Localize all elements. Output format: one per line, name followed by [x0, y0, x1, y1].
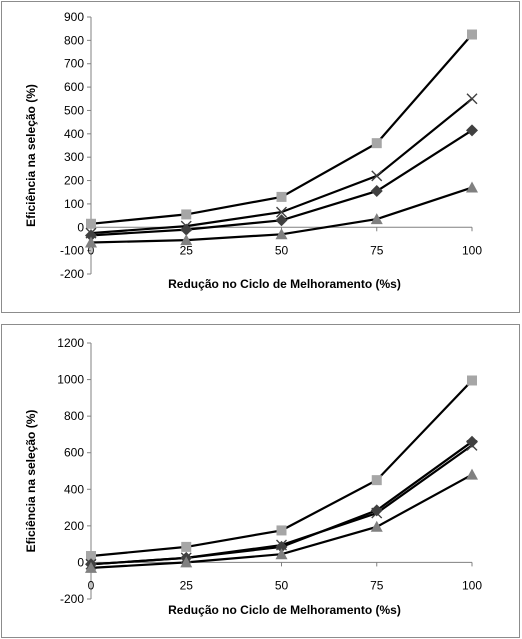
x-tick-label: 100 [462, 578, 482, 592]
y-tick-label: 600 [64, 80, 84, 94]
data-point-triangle [85, 561, 97, 573]
y-tick-label: 200 [64, 174, 84, 188]
y-axis-title: Eficiência na seleção (%) [24, 410, 38, 553]
x-tick-label: 25 [180, 243, 194, 257]
y-tick-label: -200 [60, 592, 84, 606]
y-tick-label: 500 [64, 103, 84, 117]
y-tick-label: 1200 [57, 336, 84, 350]
data-point-triangle [275, 548, 288, 560]
x-tick-label: 25 [180, 578, 194, 592]
data-point-diamond [466, 435, 478, 448]
data-point-square [467, 29, 477, 40]
data-point-square [371, 138, 382, 149]
y-tick-label: 0 [77, 555, 84, 569]
y-tick-label: 800 [64, 33, 84, 47]
y-tick-label: 100 [64, 197, 84, 211]
y-tick-label: 300 [64, 150, 84, 164]
data-point-diamond [275, 540, 288, 553]
y-axis-title: Eficiência na seleção (%) [24, 84, 38, 227]
x-tick-label: 50 [275, 243, 289, 257]
data-point-square [276, 525, 287, 536]
y-tick-label: 900 [64, 10, 84, 24]
data-point-triangle [370, 520, 383, 532]
data-point-triangle [466, 468, 478, 480]
chart-1: -200 -100 0 100 200 300 400 500 600 700 800 900 0 25 5… [24, 10, 482, 291]
x-tick-label: 50 [275, 578, 289, 592]
data-point-square [181, 541, 192, 552]
y-tick-label: 400 [64, 127, 84, 141]
data-point-triangle [466, 181, 478, 193]
x-axis-title: Redução no Ciclo de Melhoramento (%s) [168, 277, 401, 291]
data-point-x [276, 206, 287, 218]
chart-panel-bottom [1, 324, 520, 638]
chart-2: -200 0 200 400 600 800 1000 1200 0 25 50 75 100 Reduç… [24, 336, 482, 617]
y-tick-label: 200 [64, 519, 84, 533]
data-point-square [86, 551, 96, 562]
y-tick-label: 400 [64, 482, 84, 496]
y-tick-label: 700 [64, 57, 84, 71]
y-tick-label: 0 [77, 220, 84, 234]
data-point-square [467, 375, 477, 386]
data-point-triangle [275, 228, 288, 240]
y-tick-label: 600 [64, 446, 84, 460]
data-point-triangle [85, 236, 97, 248]
y-tick-label: 800 [64, 409, 84, 423]
data-point-diamond [370, 185, 383, 198]
x-tick-label: 0 [88, 243, 95, 257]
data-point-triangle [180, 234, 193, 246]
data-point-diamond [466, 124, 478, 137]
data-point-x [371, 170, 383, 182]
y-tick-label: -100 [60, 244, 84, 258]
data-point-triangle [180, 556, 193, 568]
data-point-diamond [180, 223, 193, 236]
data-point-square [276, 191, 287, 202]
data-point-x [466, 93, 478, 105]
y-tick-label: 1000 [57, 373, 84, 387]
x-axis-title: Redução no Ciclo de Melhoramento (%s) [168, 603, 401, 617]
data-point-square [86, 218, 96, 229]
data-point-diamond [370, 504, 383, 517]
x-tick-label: 0 [88, 578, 95, 592]
x-tick-label: 75 [370, 578, 384, 592]
data-point-triangle [370, 213, 383, 225]
data-point-diamond [275, 214, 288, 227]
x-tick-label: 75 [370, 243, 384, 257]
data-point-square [371, 475, 382, 486]
x-tick-label: 100 [462, 243, 482, 257]
y-tick-label: -200 [60, 267, 84, 281]
data-point-diamond [85, 229, 97, 242]
data-point-square [181, 209, 192, 220]
